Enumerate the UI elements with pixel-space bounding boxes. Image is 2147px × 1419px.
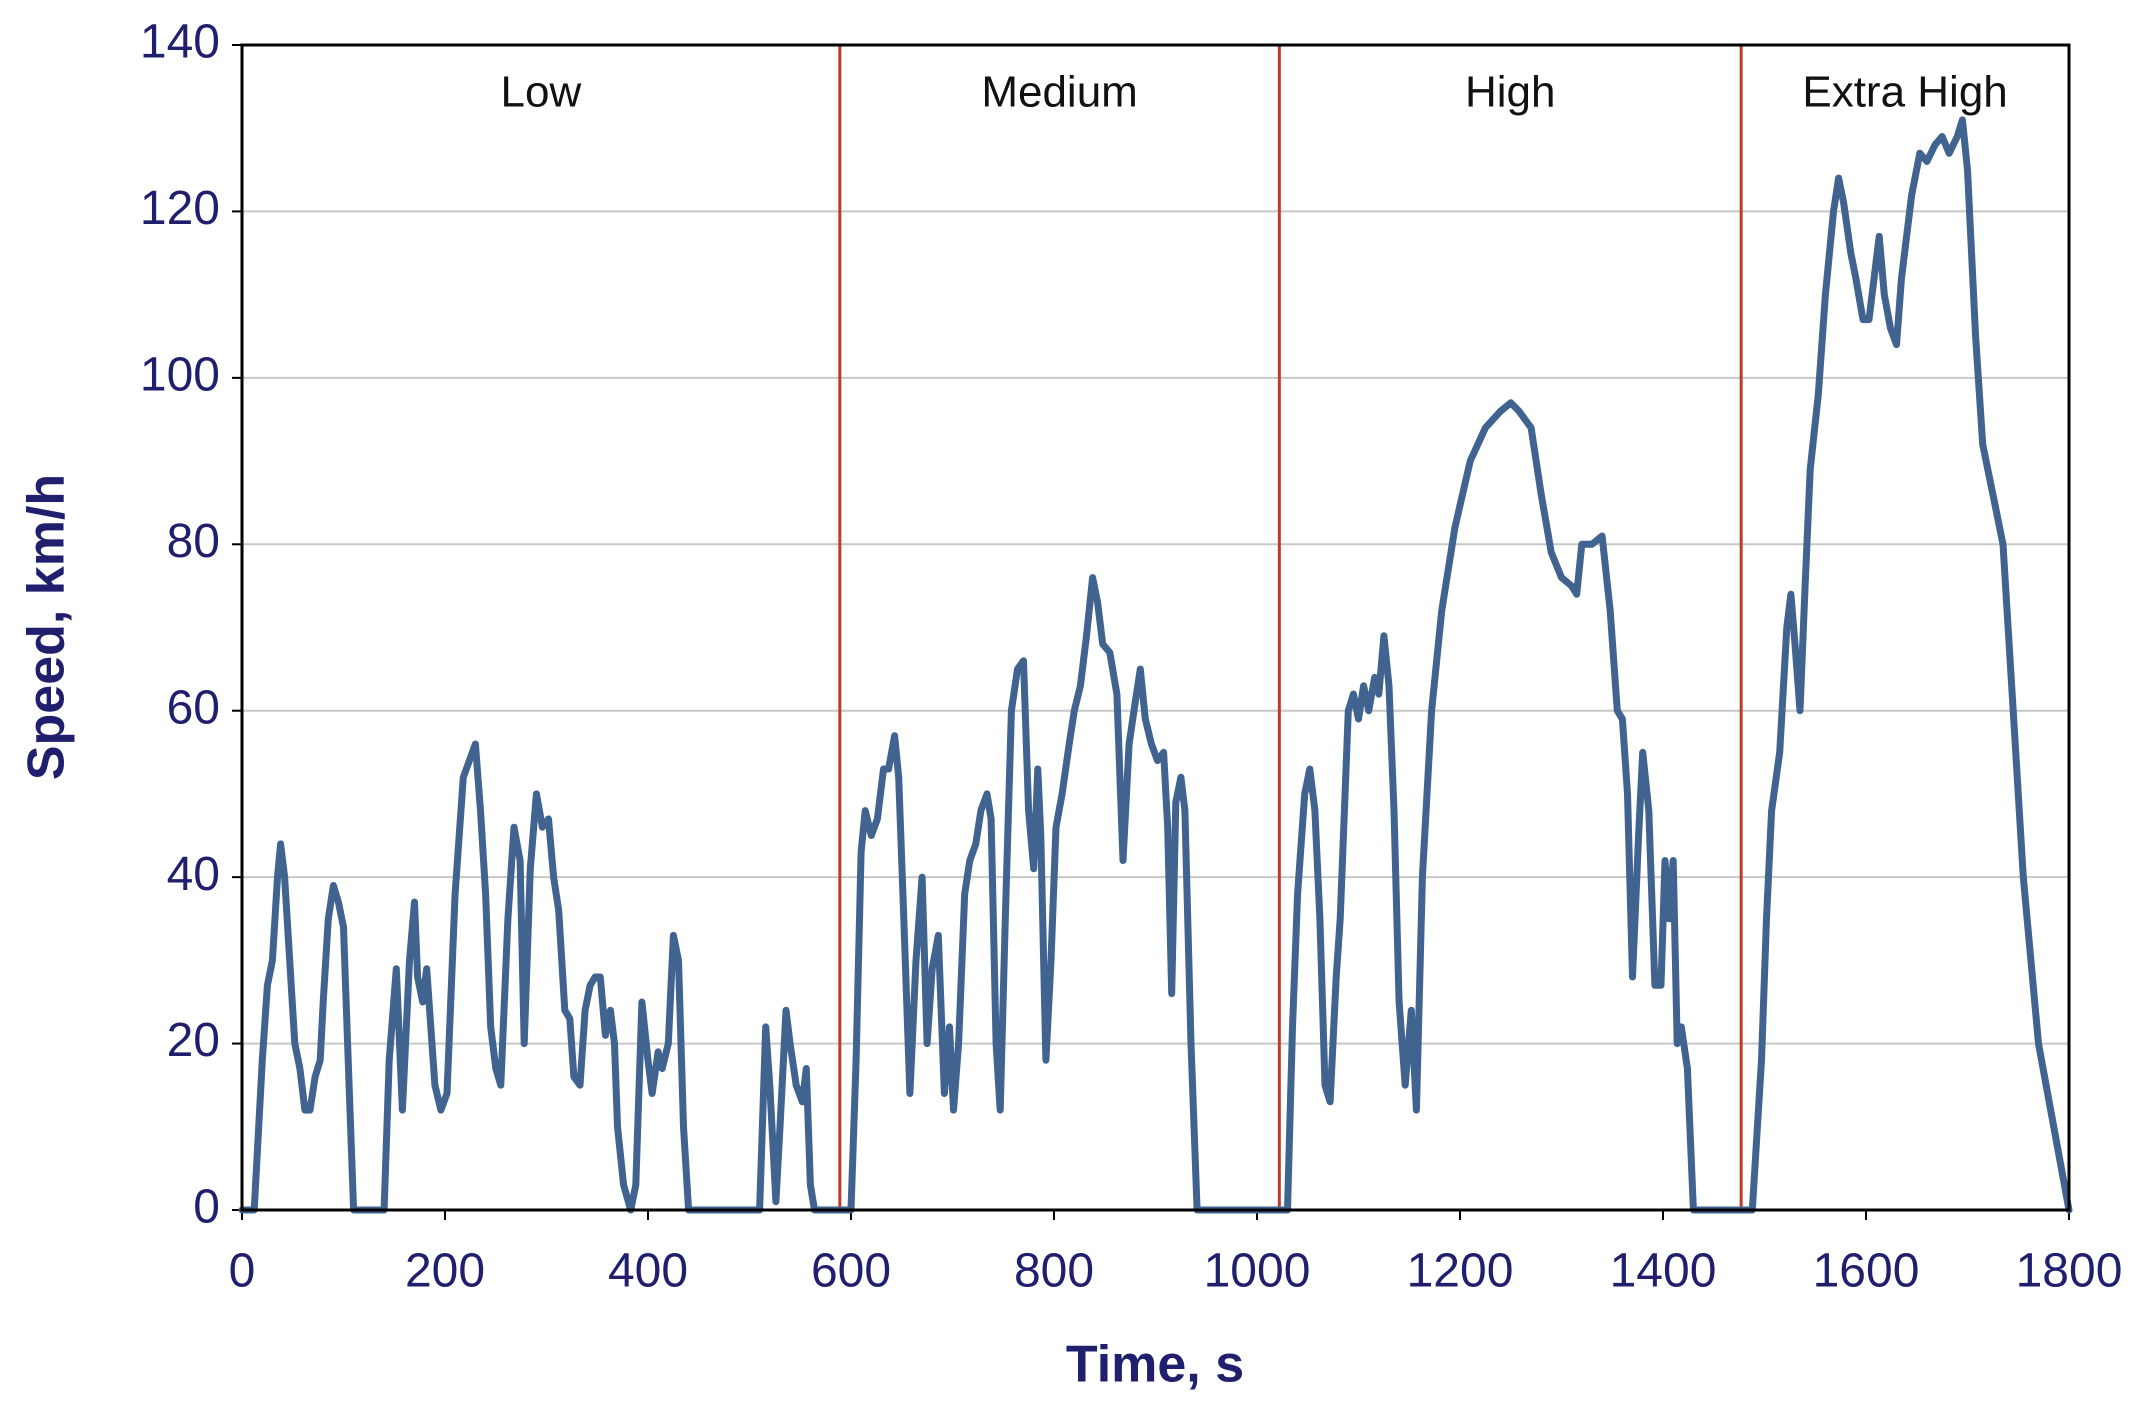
y-axis-title: Speed, km/h [18, 474, 76, 780]
phase-label: Extra High [1802, 68, 2007, 117]
y-tick-label: 140 [140, 16, 220, 69]
y-tick-label: 20 [167, 1014, 220, 1067]
plot-frame [240, 43, 2071, 1212]
x-tick-label: 1800 [2016, 1245, 2123, 1298]
x-tick-label: 1200 [1407, 1245, 1514, 1298]
x-tick-label: 600 [811, 1245, 891, 1298]
y-tick-label: 40 [167, 848, 220, 901]
x-tick-label: 1400 [1610, 1245, 1717, 1298]
y-tick-label: 120 [140, 182, 220, 235]
y-tick-label: 60 [167, 681, 220, 734]
x-tick-label: 1600 [1813, 1245, 1920, 1298]
x-axis-title: Time, s [1066, 1336, 1244, 1394]
phase-label: High [1465, 68, 1556, 117]
x-tick-label: 400 [608, 1245, 688, 1298]
phase-label: Medium [981, 68, 1138, 117]
y-tick-label: 100 [140, 349, 220, 402]
y-tick-label: 80 [167, 515, 220, 568]
y-tick-label: 0 [193, 1181, 220, 1234]
x-tick-label: 1000 [1204, 1245, 1311, 1298]
x-tick-label: 200 [405, 1245, 485, 1298]
x-tick-label: 0 [229, 1245, 256, 1298]
x-tick-label: 800 [1014, 1245, 1094, 1298]
phase-label: Low [501, 68, 582, 117]
